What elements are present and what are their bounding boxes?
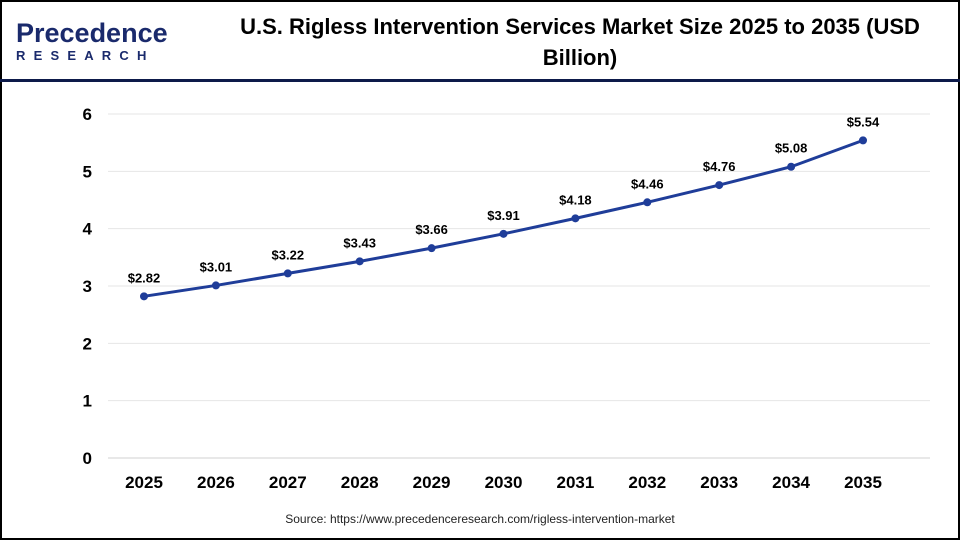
data-point	[715, 181, 724, 190]
data-label: $3.66	[415, 222, 448, 237]
data-label: $3.01	[200, 259, 233, 274]
logo: Precedence RESEARCH	[16, 18, 168, 64]
data-label: $4.46	[631, 176, 664, 191]
chart-title: U.S. Rigless Intervention Services Marke…	[240, 14, 920, 70]
data-label: $5.54	[847, 114, 880, 129]
data-point	[643, 198, 652, 207]
header-divider	[0, 79, 960, 82]
x-tick-label: 2028	[341, 473, 379, 492]
data-point	[787, 162, 796, 171]
data-label: $2.82	[128, 270, 161, 285]
y-tick-label: 0	[83, 449, 92, 468]
x-tick-label: 2034	[772, 473, 810, 492]
x-tick-label: 2025	[125, 473, 163, 492]
data-point	[571, 214, 580, 223]
data-point	[427, 244, 436, 253]
x-tick-label: 2030	[485, 473, 523, 492]
x-tick-label: 2031	[556, 473, 594, 492]
y-tick-label: 1	[83, 392, 92, 411]
data-point	[859, 136, 867, 145]
data-label: $3.22	[272, 247, 305, 262]
y-tick-label: 6	[83, 105, 92, 124]
x-tick-label: 2027	[269, 473, 307, 492]
data-point	[499, 229, 508, 238]
x-tick-label: 2035	[844, 473, 882, 492]
source-note: Source: https://www.precedenceresearch.c…	[285, 512, 675, 526]
y-tick-label: 3	[83, 277, 92, 296]
data-label: $3.91	[487, 208, 520, 223]
data-label: $4.76	[703, 159, 736, 174]
data-label: $4.18	[559, 192, 592, 207]
data-point	[140, 292, 148, 301]
logo-subtext: RESEARCH	[16, 48, 155, 63]
x-tick-label: 2033	[700, 473, 738, 492]
data-point	[211, 281, 220, 290]
x-tick-label: 2032	[628, 473, 666, 492]
data-label: $3.43	[343, 235, 376, 250]
x-tick-label: 2026	[197, 473, 235, 492]
data-point	[283, 269, 292, 278]
y-tick-label: 5	[83, 162, 92, 181]
y-tick-label: 4	[83, 220, 93, 239]
logo-wordmark: Precedence	[16, 18, 168, 48]
data-label: $5.08	[775, 141, 808, 156]
y-tick-label: 2	[83, 334, 92, 353]
data-point	[355, 257, 364, 266]
x-tick-label: 2029	[413, 473, 451, 492]
